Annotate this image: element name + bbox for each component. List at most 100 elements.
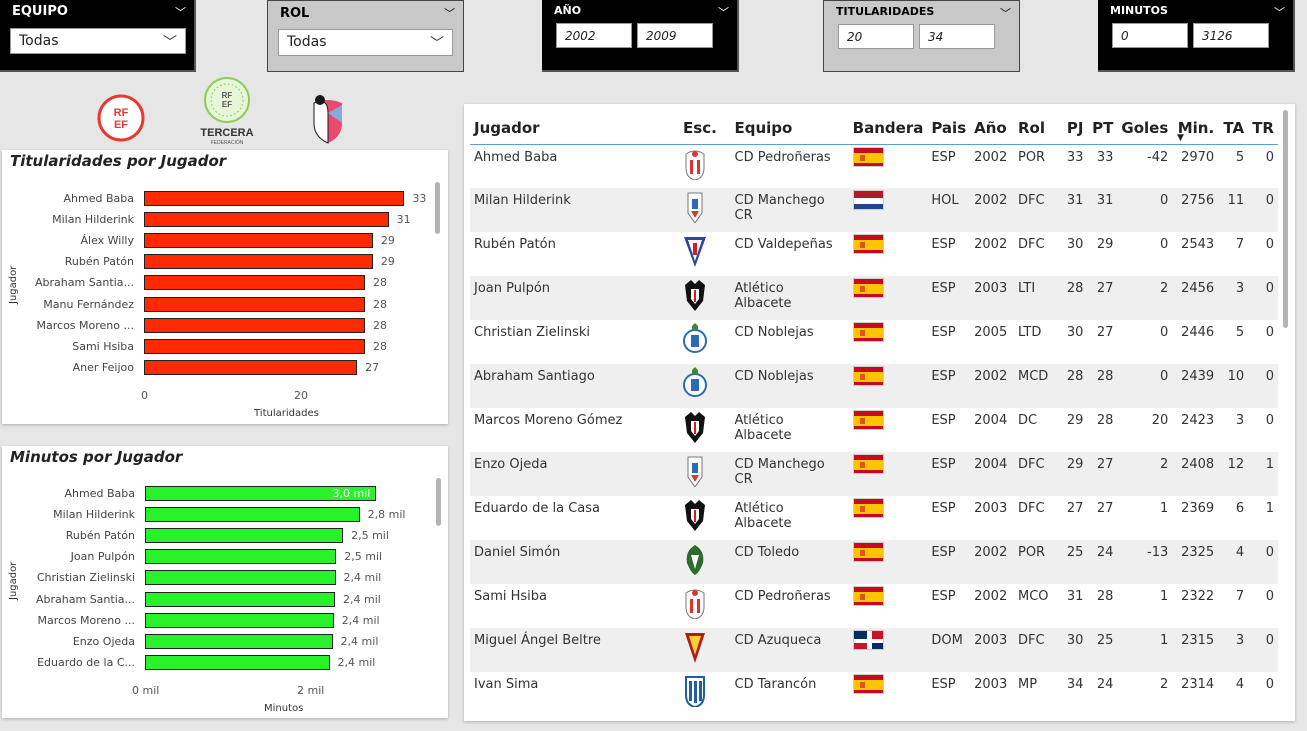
cell-escudo <box>679 144 730 188</box>
bar[interactable] <box>144 359 358 375</box>
col-header-tr[interactable]: TR <box>1252 118 1274 137</box>
table-row[interactable]: Ahmed Baba CD Pedroñeras ESP 2002 POR 33 33 -42… <box>470 144 1278 188</box>
col-header-bandera[interactable]: Bandera <box>852 118 924 137</box>
spain-flag-icon <box>852 146 884 167</box>
table-row[interactable]: Enzo Ojeda CD Manchego CR ESP 2004 DFC 29 27 2 2… <box>470 452 1278 496</box>
bar-value-label: 2,8 mil <box>367 508 406 522</box>
equipo-dropdown[interactable]: Todas ﹀ <box>10 28 186 54</box>
cell-rol: MCO <box>1017 589 1049 604</box>
col-header-goles[interactable]: Goles <box>1121 118 1169 137</box>
anio-max-input[interactable]: 2009 <box>637 23 713 48</box>
table-row[interactable]: Milan Hilderink CD Manchego CR HOL 2002 DFC 3… <box>470 188 1278 232</box>
table-row[interactable]: Abraham Santiago CD Noblejas ESP 2002 MCD 28 2… <box>470 364 1278 408</box>
col-header-pj[interactable]: PJ <box>1066 118 1084 137</box>
chevron-down-icon[interactable]: ﹀ <box>718 6 729 19</box>
rol-dropdown[interactable]: Todas ﹀ <box>278 29 453 56</box>
bar[interactable] <box>144 191 405 206</box>
cell-minutos: 2408 <box>1181 457 1215 472</box>
bar[interactable] <box>145 549 337 565</box>
cell-goles: 0 <box>1159 193 1169 208</box>
azuqueca-crest-icon <box>683 631 707 663</box>
cell-equipo: Atlético Albacete <box>734 281 792 311</box>
cell-minutos: 2325 <box>1181 545 1215 560</box>
pedroneras-crest-icon <box>683 148 707 181</box>
anio-min-input[interactable]: 2002 <box>556 23 632 48</box>
table-row[interactable]: Miguel Ángel Beltre CD Azuqueca DOM 2003 DFC… <box>470 628 1278 672</box>
cell-pj: 27 <box>1066 501 1084 516</box>
minutos-min-input[interactable]: 0 <box>1112 23 1188 48</box>
bar[interactable] <box>144 212 389 228</box>
titularidades-chart-title: Titularidades por Jugador <box>10 152 227 170</box>
cell-equipo: CD Manchego CR <box>734 193 825 223</box>
players-table-scrollbar[interactable] <box>1283 110 1288 328</box>
cell-pj: 29 <box>1066 413 1084 428</box>
cell-pj: 34 <box>1066 677 1084 692</box>
col-header-equipo[interactable]: Equipo <box>734 118 793 137</box>
spain-flag-icon <box>852 674 884 694</box>
cell-goles: 2 <box>1159 281 1169 296</box>
col-header-ta[interactable]: TA <box>1223 118 1245 137</box>
cell-bandera <box>849 408 928 452</box>
chevron-down-icon[interactable]: ﹀ <box>1000 7 1011 20</box>
bar-value-label: 33 <box>412 192 427 205</box>
rfef-logo: RF EF <box>96 93 146 143</box>
chevron-down-icon[interactable]: ﹀ <box>175 6 186 19</box>
bar[interactable] <box>144 275 365 291</box>
tarancon-crest-icon <box>683 675 707 709</box>
col-header-pais[interactable]: Pais <box>931 118 967 137</box>
table-row[interactable]: Rubén Patón CD Valdepeñas ESP 2002 DFC 30 29 0 2… <box>470 232 1278 276</box>
bar[interactable] <box>144 338 365 354</box>
titularidades-max-input[interactable]: 34 <box>919 24 995 49</box>
cell-pt: 33 <box>1096 149 1114 165</box>
minutos-chart-title: Minutos por Jugador <box>10 448 183 466</box>
table-row[interactable]: Joan Pulpón Atlético Albacete ESP 2003 LTI 28… <box>470 276 1278 320</box>
dominican-flag-icon <box>852 630 884 650</box>
table-row[interactable]: Ivan Sima CD Tarancón ESP 2003 MP 34 24 2 2314 4 0 <box>470 672 1278 716</box>
table-row[interactable]: Eduardo de la Casa Atlético Albacete ESP 20… <box>470 496 1278 540</box>
col-header-anio[interactable]: Año <box>974 118 1007 137</box>
bar[interactable] <box>145 507 360 523</box>
bar[interactable] <box>145 612 334 628</box>
cell-jugador: Eduardo de la Casa <box>474 501 601 516</box>
cell-ta: 4 <box>1235 545 1245 560</box>
cell-bandera <box>849 232 928 276</box>
bar[interactable] <box>145 528 344 544</box>
bar[interactable] <box>145 633 333 649</box>
cell-pt: 29 <box>1096 237 1114 252</box>
col-header-escudo[interactable]: Esc. <box>683 118 717 137</box>
minutos-scrollbar[interactable] <box>436 478 441 526</box>
cell-pt: 28 <box>1096 589 1114 604</box>
table-row[interactable]: Sami Hsiba CD Pedroñeras ESP 2002 MCO 31 28 1 23… <box>470 584 1278 628</box>
table-row[interactable]: Daniel Simón CD Toledo ESP 2002 POR 25 24 -13 23… <box>470 540 1278 584</box>
bar[interactable] <box>145 591 335 607</box>
table-row[interactable]: Christian Zielinski CD Noblejas ESP 2005 LTD… <box>470 320 1278 364</box>
regional-federation-logo <box>308 93 348 145</box>
col-header-minutos[interactable]: Min. <box>1177 118 1215 137</box>
chevron-down-icon[interactable]: ﹀ <box>444 7 455 20</box>
titularidades-min-input[interactable]: 20 <box>838 24 914 49</box>
table-row[interactable]: Marcos Moreno Gómez Atlético Albacete ESP 2… <box>470 408 1278 452</box>
cell-minutos: 2314 <box>1181 677 1215 692</box>
bar-category-label: Abraham Santia... <box>35 276 134 290</box>
cell-goles: -42 <box>1147 149 1169 165</box>
valdepenas-crest-icon <box>683 235 707 267</box>
col-header-pt[interactable]: PT <box>1092 118 1114 137</box>
cell-jugador: Milan Hilderink <box>474 193 571 208</box>
bar[interactable] <box>145 654 330 670</box>
cell-goles: 2 <box>1159 457 1169 472</box>
bar[interactable] <box>144 296 365 312</box>
netherlands-flag-icon <box>852 190 884 210</box>
cell-minutos: 2315 <box>1181 633 1215 648</box>
bar[interactable] <box>145 570 336 586</box>
col-header-rol[interactable]: Rol <box>1017 118 1045 137</box>
cell-anio: 2005 <box>974 325 1008 340</box>
minutos-max-input[interactable]: 3126 <box>1193 23 1269 48</box>
col-header-jugador[interactable]: Jugador <box>474 118 540 137</box>
spain-flag-icon <box>852 498 884 518</box>
chevron-down-icon[interactable]: ﹀ <box>1274 6 1285 19</box>
bar[interactable] <box>144 233 373 249</box>
bar[interactable] <box>145 486 377 501</box>
bar[interactable] <box>144 254 373 270</box>
titularidades-scrollbar[interactable] <box>435 182 440 234</box>
bar[interactable] <box>144 317 365 333</box>
